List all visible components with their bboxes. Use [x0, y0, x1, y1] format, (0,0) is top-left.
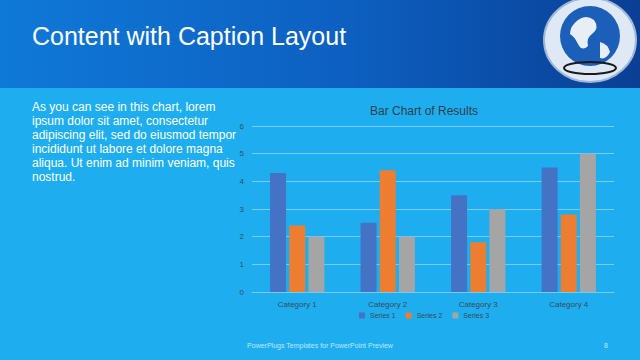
svg-text:Category 4: Category 4	[549, 300, 589, 309]
svg-text:Category 1: Category 1	[278, 300, 318, 309]
html-text:As you can see in this chart,: As you can see in this chart, lorem ipsu…	[32, 100, 237, 184]
svg-text:Series 1: Series 1	[370, 312, 396, 319]
html-text:PowerPlugs Templates for Power: PowerPlugs Templates for PowerPoint Prev…	[247, 342, 393, 349]
svg-text:Series 2: Series 2	[417, 312, 443, 319]
svg-text:0: 0	[240, 288, 245, 297]
svg-text:Category 2: Category 2	[368, 300, 408, 309]
svg-text:5: 5	[240, 149, 245, 158]
svg-text:Bar Chart of Results: Bar Chart of Results	[370, 104, 478, 118]
svg-text:2: 2	[240, 232, 245, 241]
svg-text:6: 6	[240, 122, 245, 131]
html-text:Content with Caption Layout: Content with Caption Layout	[32, 22, 347, 50]
svg-text:Category 3: Category 3	[459, 300, 499, 309]
svg-text:3: 3	[240, 205, 245, 214]
svg-text:1: 1	[240, 260, 245, 269]
svg-text:Series 3: Series 3	[463, 312, 489, 319]
svg-text:4: 4	[240, 177, 245, 186]
html-text:8: 8	[604, 342, 608, 349]
